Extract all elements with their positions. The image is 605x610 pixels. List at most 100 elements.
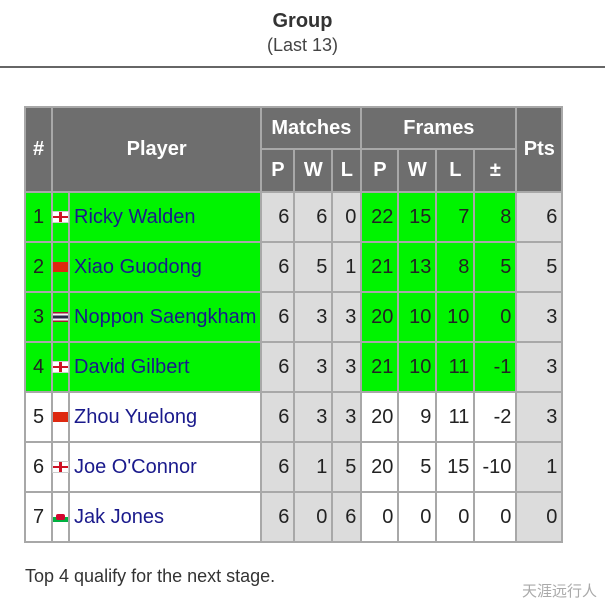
frames-lost-cell: 8 <box>435 241 476 293</box>
points-cell: 1 <box>515 441 564 493</box>
matches-won-cell: 5 <box>293 241 334 293</box>
frames-won-cell: 15 <box>397 191 438 243</box>
frames-lost-cell: 11 <box>435 391 476 443</box>
frame-diff-cell: 5 <box>473 241 518 293</box>
points-cell: 3 <box>515 341 564 393</box>
matches-lost-cell: 3 <box>331 391 363 443</box>
player-name-link[interactable]: Zhou Yuelong <box>67 391 263 443</box>
flag-cell <box>51 491 70 543</box>
frames-won-cell: 10 <box>397 291 438 343</box>
player-name-link[interactable]: Ricky Walden <box>67 191 263 243</box>
flag-cell <box>51 291 70 343</box>
frames-won-cell: 10 <box>397 341 438 393</box>
col-matches-played: P <box>260 148 296 193</box>
position-cell: 1 <box>24 191 53 243</box>
frames-played-cell: 21 <box>360 241 400 293</box>
flag-cell <box>51 341 70 393</box>
matches-played-cell: 6 <box>260 491 296 543</box>
matches-won-cell: 3 <box>293 291 334 343</box>
frame-diff-cell: 8 <box>473 191 518 243</box>
frames-lost-cell: 10 <box>435 291 476 343</box>
frames-won-cell: 0 <box>397 491 438 543</box>
frames-played-cell: 20 <box>360 391 400 443</box>
col-matches-lost: L <box>331 148 363 193</box>
wales-flag-icon <box>53 512 68 523</box>
col-player: Player <box>50 106 263 193</box>
player-name-link[interactable]: Xiao Guodong <box>67 241 263 293</box>
player-name-link[interactable]: Joe O'Connor <box>67 441 263 493</box>
player-name-link[interactable]: Jak Jones <box>67 491 263 543</box>
matches-played-cell: 6 <box>260 391 296 443</box>
matches-lost-cell: 3 <box>331 291 363 343</box>
position-cell: 6 <box>24 441 53 493</box>
frames-lost-cell: 15 <box>435 441 476 493</box>
matches-played-cell: 6 <box>260 291 296 343</box>
divider <box>0 66 605 68</box>
frames-won-cell: 5 <box>397 441 438 493</box>
matches-won-cell: 3 <box>293 341 334 393</box>
position-cell: 2 <box>24 241 53 293</box>
points-cell: 3 <box>515 291 564 343</box>
matches-won-cell: 1 <box>293 441 334 493</box>
matches-lost-cell: 1 <box>331 241 363 293</box>
frames-lost-cell: 0 <box>435 491 476 543</box>
table-row: 2 Xiao Guodong 6 5 1 21 13 8 5 5 <box>24 241 564 293</box>
col-pos: # <box>24 106 53 193</box>
frames-lost-cell: 11 <box>435 341 476 393</box>
watermark: 天涯远行人 <box>521 582 597 600</box>
matches-lost-cell: 6 <box>331 491 363 543</box>
col-matches: Matches <box>260 106 363 150</box>
matches-won-cell: 3 <box>293 391 334 443</box>
frames-played-cell: 20 <box>360 291 400 343</box>
england-flag-icon <box>52 361 69 374</box>
flag-cell <box>51 391 70 443</box>
table-row: 4 David Gilbert 6 3 3 21 10 11 -1 3 <box>24 341 564 393</box>
matches-lost-cell: 0 <box>331 191 363 243</box>
frames-played-cell: 21 <box>360 341 400 393</box>
china-flag-icon <box>53 262 68 273</box>
table-row: 6 Joe O'Connor 6 1 5 20 5 15 -10 1 <box>24 441 564 493</box>
frames-played-cell: 22 <box>360 191 400 243</box>
frame-diff-cell: 0 <box>473 291 518 343</box>
england-flag-icon <box>52 461 69 474</box>
footnote: Top 4 qualify for the next stage. <box>25 566 276 586</box>
frame-diff-cell: -10 <box>473 441 518 493</box>
points-cell: 0 <box>515 491 564 543</box>
standings-table: # Player Matches Frames Pts P W L P W L … <box>24 106 564 543</box>
matches-played-cell: 6 <box>260 191 296 243</box>
points-cell: 3 <box>515 391 564 443</box>
col-pts: Pts <box>515 106 564 193</box>
matches-won-cell: 0 <box>293 491 334 543</box>
england-flag-icon <box>52 211 69 224</box>
table-row: 3 Noppon Saengkham 6 3 3 20 10 10 0 3 <box>24 291 564 343</box>
frames-played-cell: 0 <box>360 491 400 543</box>
points-cell: 6 <box>515 191 564 243</box>
group-title: Group <box>272 10 333 32</box>
table-row: 5 Zhou Yuelong 6 3 3 20 9 11 -2 3 <box>24 391 564 443</box>
frames-lost-cell: 7 <box>435 191 476 243</box>
player-name-link[interactable]: David Gilbert <box>67 341 263 393</box>
col-frame-diff: ± <box>473 148 518 193</box>
frame-diff-cell: -2 <box>473 391 518 443</box>
col-matches-won: W <box>293 148 334 193</box>
matches-won-cell: 6 <box>293 191 334 243</box>
position-cell: 5 <box>24 391 53 443</box>
col-frames-lost: L <box>435 148 476 193</box>
position-cell: 7 <box>24 491 53 543</box>
frames-won-cell: 9 <box>397 391 438 443</box>
china-flag-icon <box>53 412 68 423</box>
col-frames-won: W <box>397 148 438 193</box>
col-frames-played: P <box>360 148 400 193</box>
col-frames: Frames <box>360 106 518 150</box>
position-cell: 3 <box>24 291 53 343</box>
thailand-flag-icon <box>53 312 68 323</box>
matches-lost-cell: 5 <box>331 441 363 493</box>
frame-diff-cell: 0 <box>473 491 518 543</box>
group-subtitle: (Last 13) <box>266 35 339 55</box>
player-name-link[interactable]: Noppon Saengkham <box>67 291 263 343</box>
table-row: 7 Jak Jones 6 0 6 0 0 0 0 0 <box>24 491 564 543</box>
matches-lost-cell: 3 <box>331 341 363 393</box>
flag-cell <box>51 241 70 293</box>
matches-played-cell: 6 <box>260 441 296 493</box>
matches-played-cell: 6 <box>260 241 296 293</box>
